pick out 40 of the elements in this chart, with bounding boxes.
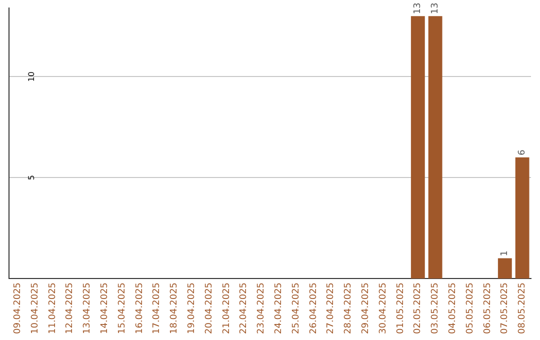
x-tick-label: 29.04.2025 [361, 282, 372, 334]
x-tick-label: 12.04.2025 [65, 282, 76, 334]
data-label: 13 [430, 2, 441, 14]
y-tick-label: 10 [27, 72, 36, 82]
x-tick-label: 30.04.2025 [378, 282, 388, 334]
x-tick-label: 23.04.2025 [256, 282, 267, 334]
x-tick-label: 05.05.2025 [465, 282, 476, 334]
x-tick-label: 11.04.2025 [48, 282, 58, 334]
x-tick-label: 16.04.2025 [134, 282, 145, 334]
x-tick-label: 25.04.2025 [291, 282, 302, 334]
x-tick-label: 21.04.2025 [222, 282, 232, 334]
bar [498, 258, 512, 278]
data-label: 1 [500, 250, 510, 256]
x-tick-label: 06.05.2025 [482, 282, 493, 334]
x-tick-label: 26.04.2025 [308, 282, 319, 334]
x-tick-label: 17.04.2025 [152, 282, 162, 334]
x-tick-label: 01.05.2025 [396, 282, 406, 334]
x-tick-label: 28.04.2025 [344, 282, 354, 334]
bar [515, 157, 530, 278]
x-tick-label: 07.05.2025 [500, 282, 510, 334]
bar [428, 16, 442, 278]
y-tick-label: 5 [27, 175, 36, 180]
x-tick-label: 15.04.2025 [117, 282, 128, 334]
x-tick-label: 08.05.2025 [518, 282, 528, 334]
x-tick-label: 13.04.2025 [82, 282, 93, 334]
x-tick-label: 24.04.2025 [274, 282, 284, 334]
x-tick-label: 04.05.2025 [448, 282, 458, 334]
x-tick-label: 27.04.2025 [326, 282, 336, 334]
x-tick-label: 03.05.2025 [430, 282, 441, 334]
x-tick-label: 14.04.2025 [100, 282, 110, 334]
bar [410, 16, 425, 278]
x-tick-label: 10.04.2025 [30, 282, 40, 334]
data-label: 6 [518, 149, 528, 156]
x-tick-label: 09.04.2025 [13, 282, 24, 334]
data-label: 13 [413, 2, 424, 14]
x-tick-label: 22.04.2025 [239, 282, 250, 334]
x-tick-label: 19.04.2025 [187, 282, 198, 334]
x-tick-label: 02.05.2025 [413, 282, 424, 334]
x-tick-label: 20.04.2025 [204, 282, 214, 334]
x-tick-label: 18.04.2025 [170, 282, 180, 334]
